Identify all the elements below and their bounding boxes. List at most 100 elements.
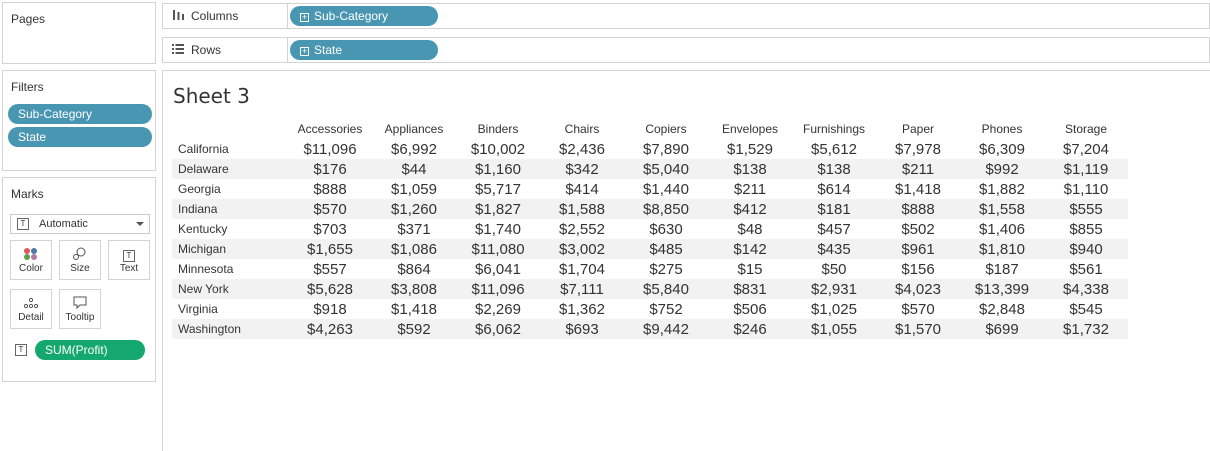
table-cell[interactable]: $1,732 [1063, 320, 1109, 338]
table-cell[interactable]: $3,808 [391, 280, 437, 298]
table-cell[interactable]: $5,840 [643, 280, 689, 298]
table-cell[interactable]: $1,740 [475, 220, 521, 238]
rows-pill-state[interactable]: + State [290, 40, 438, 60]
row-header[interactable]: Minnesota [178, 262, 234, 276]
table-cell[interactable]: $1,655 [307, 240, 353, 258]
detail-button[interactable]: Detail [10, 289, 52, 329]
table-cell[interactable]: $6,992 [391, 140, 437, 158]
table-cell[interactable]: $187 [985, 260, 1019, 278]
table-cell[interactable]: $48 [737, 220, 763, 238]
row-header[interactable]: Virginia [178, 302, 218, 316]
table-cell[interactable]: $181 [817, 200, 851, 218]
table-cell[interactable]: $246 [733, 320, 767, 338]
table-cell[interactable]: $592 [397, 320, 431, 338]
table-cell[interactable]: $11,096 [303, 140, 357, 158]
table-cell[interactable]: $15 [737, 260, 763, 278]
table-cell[interactable]: $44 [401, 160, 427, 178]
table-cell[interactable]: $2,269 [475, 300, 521, 318]
table-cell[interactable]: $457 [817, 220, 851, 238]
table-cell[interactable]: $2,848 [979, 300, 1025, 318]
table-cell[interactable]: $630 [649, 220, 683, 238]
table-cell[interactable]: $502 [901, 220, 935, 238]
column-header[interactable]: Phones [981, 122, 1023, 136]
column-header[interactable]: Envelopes [721, 122, 779, 136]
table-cell[interactable]: $156 [901, 260, 935, 278]
table-cell[interactable]: $1,827 [475, 200, 521, 218]
table-cell[interactable]: $1,110 [1063, 180, 1109, 198]
table-cell[interactable]: $561 [1069, 260, 1103, 278]
table-cell[interactable]: $11,096 [471, 280, 525, 298]
table-cell[interactable]: $371 [397, 220, 431, 238]
row-header[interactable]: Georgia [178, 182, 221, 196]
table-cell[interactable]: $1,882 [979, 180, 1025, 198]
column-header[interactable]: Furnishings [802, 122, 866, 136]
table-cell[interactable]: $570 [901, 300, 935, 318]
table-cell[interactable]: $142 [733, 240, 767, 258]
table-cell[interactable]: $555 [1069, 200, 1103, 218]
table-cell[interactable]: $1,529 [727, 140, 773, 158]
table-cell[interactable]: $614 [817, 180, 851, 198]
table-cell[interactable]: $5,040 [643, 160, 689, 178]
table-cell[interactable]: $211 [733, 180, 767, 198]
table-cell[interactable]: $1,418 [391, 300, 437, 318]
table-cell[interactable]: $831 [733, 280, 767, 298]
column-header[interactable]: Chairs [564, 122, 600, 136]
table-cell[interactable]: $961 [901, 240, 935, 258]
table-cell[interactable]: $545 [1069, 300, 1103, 318]
plus-box-icon[interactable]: + [300, 12, 309, 22]
column-header[interactable]: Binders [477, 122, 519, 136]
rows-shelf[interactable]: Rows + State [162, 37, 1210, 63]
table-cell[interactable]: $7,890 [643, 140, 689, 158]
row-header[interactable]: Delaware [178, 162, 229, 176]
table-cell[interactable]: $1,558 [979, 200, 1025, 218]
column-header[interactable]: Paper [901, 122, 935, 136]
table-cell[interactable]: $6,041 [475, 260, 521, 278]
table-cell[interactable]: $1,588 [559, 200, 605, 218]
table-cell[interactable]: $1,570 [895, 320, 941, 338]
column-header[interactable]: Storage [1064, 122, 1108, 136]
tooltip-button[interactable]: Tooltip [59, 289, 101, 329]
table-cell[interactable]: $13,399 [974, 280, 1030, 298]
table-cell[interactable]: $693 [565, 320, 599, 338]
table-cell[interactable]: $855 [1069, 220, 1103, 238]
mark-type-select[interactable]: T Automatic [10, 214, 150, 234]
table-cell[interactable]: $1,418 [895, 180, 941, 198]
row-header[interactable]: Washington [178, 322, 241, 336]
table-cell[interactable]: $138 [817, 160, 851, 178]
row-header[interactable]: New York [178, 282, 229, 296]
table-cell[interactable]: $8,850 [643, 200, 689, 218]
table-cell[interactable]: $864 [397, 260, 431, 278]
text-button[interactable]: T Text [108, 240, 150, 280]
table-cell[interactable]: $412 [733, 200, 767, 218]
table-cell[interactable]: $176 [313, 160, 347, 178]
table-cell[interactable]: $138 [733, 160, 767, 178]
table-cell[interactable]: $1,160 [475, 160, 521, 178]
color-button[interactable]: Color [10, 240, 52, 280]
table-cell[interactable]: $703 [313, 220, 347, 238]
table-cell[interactable]: $918 [313, 300, 347, 318]
filters-card[interactable]: Filters Sub-Category State [2, 70, 156, 171]
table-cell[interactable]: $435 [817, 240, 851, 258]
plus-box-icon[interactable]: + [300, 46, 309, 56]
table-cell[interactable]: $2,436 [559, 140, 605, 158]
table-cell[interactable]: $888 [313, 180, 347, 198]
table-cell[interactable]: $3,002 [559, 240, 605, 258]
row-header[interactable]: California [178, 142, 229, 156]
table-cell[interactable]: $1,260 [391, 200, 437, 218]
table-cell[interactable]: $1,440 [643, 180, 689, 198]
columns-shelf[interactable]: Columns + Sub-Category [162, 3, 1210, 29]
table-cell[interactable]: $211 [901, 160, 935, 178]
table-cell[interactable]: $752 [649, 300, 683, 318]
table-cell[interactable]: $414 [565, 180, 599, 198]
table-cell[interactable]: $1,025 [811, 300, 857, 318]
table-cell[interactable]: $50 [821, 260, 847, 278]
table-cell[interactable]: $7,978 [895, 140, 941, 158]
columns-pill-sub-category[interactable]: + Sub-Category [290, 6, 438, 26]
table-cell[interactable]: $2,931 [811, 280, 857, 298]
table-cell[interactable]: $1,059 [391, 180, 437, 198]
row-header[interactable]: Michigan [178, 242, 227, 256]
table-cell[interactable]: $7,204 [1063, 140, 1109, 158]
row-header[interactable]: Indiana [178, 202, 218, 216]
table-cell[interactable]: $275 [649, 260, 683, 278]
table-cell[interactable]: $1,362 [559, 300, 605, 318]
